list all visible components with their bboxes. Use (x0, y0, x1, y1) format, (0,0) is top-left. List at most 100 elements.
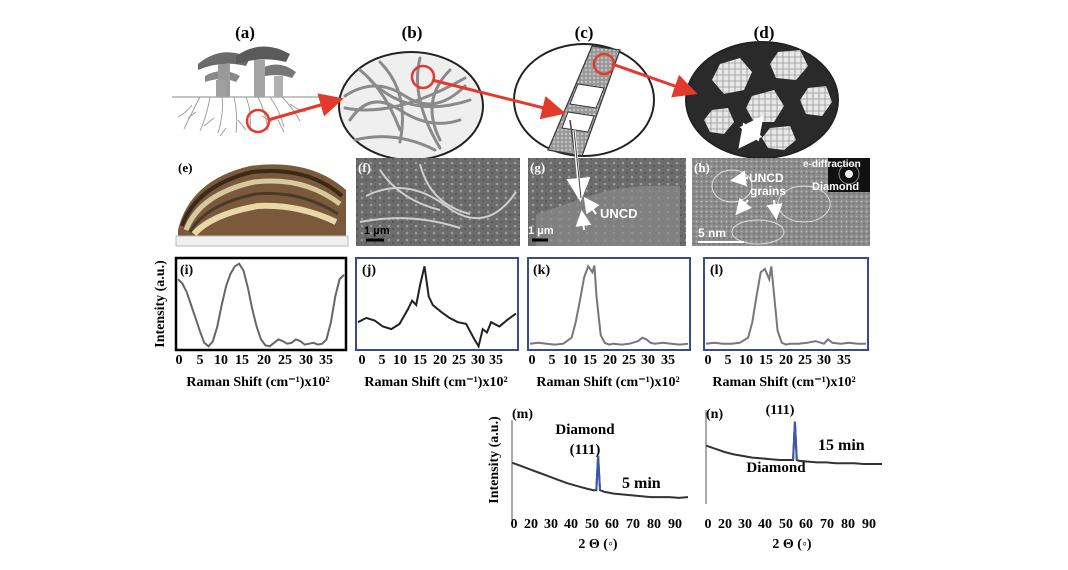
panel-label-g: (g) (530, 160, 545, 175)
x-tick-n: 50 (779, 517, 793, 532)
x-tick-l: 30 (817, 353, 831, 368)
photo-panel-e: (e) (175, 158, 349, 247)
chart-i: 0 5 10 15 20 25 30 35 Raman Shift (cm⁻¹)x10² (176, 262, 345, 390)
x-tick-m: 60 (605, 517, 619, 532)
raman-frame-i (174, 256, 348, 352)
x-tick-k: 35 (661, 353, 675, 368)
scale-bar-h: 5 nm (698, 226, 726, 240)
x-axis-label-l: Raman Shift (cm⁻¹)x10² (712, 375, 855, 390)
sem-panel-f: (f) 1 μm (356, 158, 520, 246)
panel-label-k: (k) (533, 263, 550, 278)
series-line-i (177, 262, 345, 348)
x-tick-k: 5 (549, 353, 556, 368)
xrd-m-peak-label: Diamond (555, 422, 615, 438)
chart-l: 0 5 10 15 20 25 30 35 Raman Shift (cm⁻¹)x10² (705, 266, 866, 390)
chart-m: 0 20 30 40 50 60 70 80 90 2 Θ (◦) (511, 420, 689, 552)
diamond-peak-m (595, 455, 601, 491)
x-axis-label-j: Raman Shift (cm⁻¹)x10² (364, 375, 507, 390)
series-line-j (357, 266, 517, 349)
panel-label-m: (m) (512, 407, 533, 422)
x-tick-i: 0 (176, 353, 183, 368)
diamond-grains-illustration (685, 41, 839, 159)
uncd-label-h: UNCD (749, 171, 784, 185)
x-tick-n: 80 (841, 517, 855, 532)
x-tick-i: 15 (235, 353, 249, 368)
x-tick-i: 35 (319, 353, 333, 368)
x-tick-m: 40 (564, 517, 578, 532)
x-tick-n: 70 (820, 517, 834, 532)
series-line-k (529, 264, 689, 346)
scale-bar-g: 1 μm (528, 225, 554, 237)
zoom-arrows (267, 62, 698, 122)
chart-j: 0 5 10 15 20 25 30 35 Raman Shift (cm⁻¹)x10² (357, 266, 517, 390)
x-axis-label-i: Raman Shift (cm⁻¹)x10² (186, 375, 329, 390)
raman-frame-l (703, 257, 869, 351)
sem-panel-g: (g) UNCD 1 μm (528, 158, 686, 246)
x-tick-k: 10 (563, 353, 577, 368)
xrd-n-peak-index: (111) (766, 403, 795, 418)
x-tick-l: 5 (725, 353, 732, 368)
x-tick-l: 35 (837, 353, 851, 368)
xrd-m-time: 5 min (622, 475, 661, 492)
hypha-cell-illustration (513, 43, 655, 157)
diamond-peak-n (792, 421, 798, 461)
x-tick-i: 5 (197, 353, 204, 368)
xrd-n-peak-label: Diamond (746, 460, 806, 476)
x-tick-n: 0 (705, 517, 712, 532)
x-tick-m: 0 (511, 517, 518, 532)
panel-label-i: (i) (180, 263, 194, 278)
x-tick-l: 25 (798, 353, 812, 368)
raman-frame-k (527, 257, 691, 351)
mushroom-illustration (172, 46, 330, 137)
x-tick-n: 60 (799, 517, 813, 532)
x-tick-k: 15 (583, 353, 597, 368)
x-tick-m: 20 (524, 517, 538, 532)
panel-label-a: (a) (235, 23, 255, 42)
x-tick-m: 50 (585, 517, 599, 532)
xrd-n-time: 15 min (818, 437, 865, 454)
x-tick-j: 15 (413, 353, 427, 368)
arrow-outline (573, 129, 582, 199)
x-tick-n: 20 (718, 517, 732, 532)
panel-label-f: (f) (358, 160, 371, 175)
x-tick-n: 90 (862, 517, 876, 532)
x-tick-j: 30 (471, 353, 485, 368)
x-tick-j: 5 (379, 353, 386, 368)
raman-y-axis-label: Intensity (a.u.) (153, 260, 168, 348)
x-tick-l: 20 (779, 353, 793, 368)
x-tick-m: 90 (668, 517, 682, 532)
panel-label-b: (b) (402, 23, 423, 42)
x-tick-n: 40 (758, 517, 772, 532)
panel-label-h: (h) (694, 160, 710, 175)
ediffraction-label: e-diffraction (803, 159, 861, 170)
x-tick-m: 70 (626, 517, 640, 532)
series-line-l (705, 266, 866, 346)
x-tick-i: 20 (257, 353, 271, 368)
x-tick-k: 30 (641, 353, 655, 368)
x-tick-j: 10 (393, 353, 407, 368)
x-tick-k: 0 (529, 353, 536, 368)
xrd-y-axis-label: Intensity (a.u.) (487, 416, 502, 504)
x-tick-k: 25 (622, 353, 636, 368)
x-tick-j: 20 (433, 353, 447, 368)
x-tick-l: 10 (739, 353, 753, 368)
x-axis-label-k: Raman Shift (cm⁻¹)x10² (536, 375, 679, 390)
x-tick-l: 0 (705, 353, 712, 368)
panel-label-d: (d) (754, 23, 775, 42)
x-tick-l: 15 (759, 353, 773, 368)
hyphae-network-illustration (338, 51, 484, 161)
x-axis-label-n: 2 Θ (◦) (772, 537, 812, 552)
scale-bar-f: 1 μm (364, 225, 390, 237)
chart-n: 0 20 30 40 50 60 70 80 90 2 Θ (◦) (705, 410, 882, 552)
x-tick-j: 35 (489, 353, 503, 368)
x-tick-n: 30 (738, 517, 752, 532)
panel-label-e: (e) (178, 160, 192, 175)
uncd-label-g: UNCD (600, 206, 638, 221)
x-axis-label-m: 2 Θ (◦) (578, 537, 618, 552)
panel-label-l: (l) (710, 263, 724, 278)
raman-frame-j (355, 257, 519, 351)
xrd-m-peak-index: (111) (570, 442, 601, 458)
grains-label-h: grains (750, 184, 786, 198)
